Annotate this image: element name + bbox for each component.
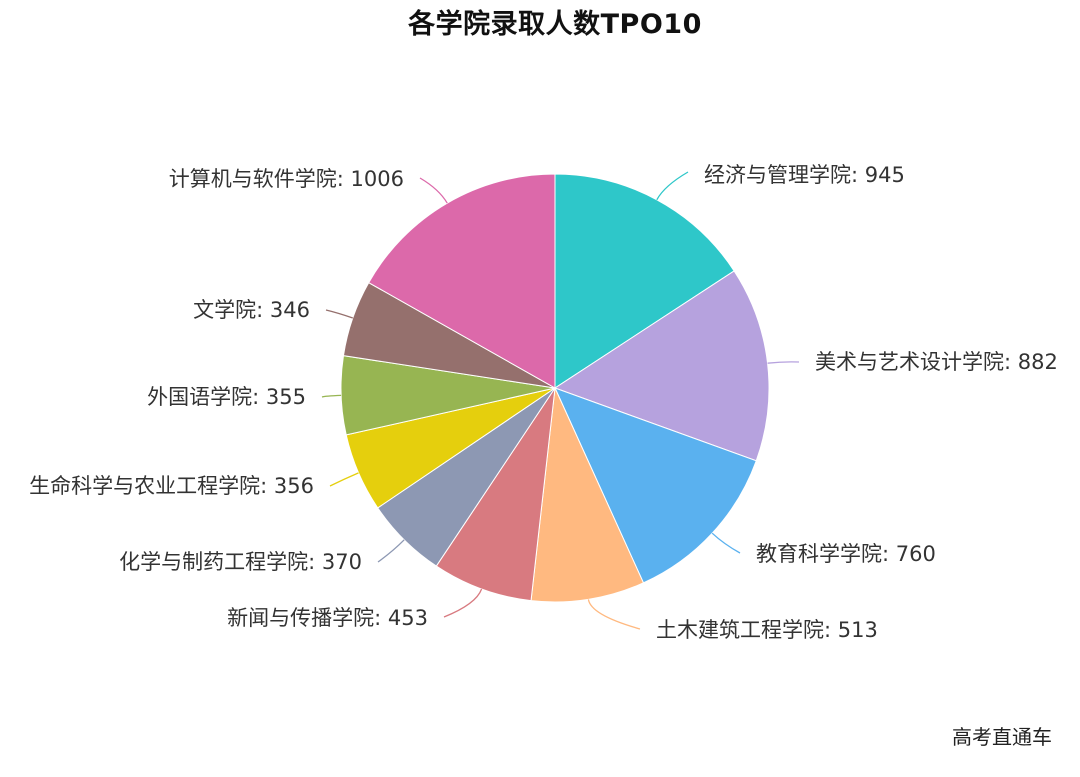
- label-leader-lines: [321, 171, 800, 630]
- slice-label: 计算机与软件学院: 1006: [169, 167, 404, 191]
- pie-slice: [530, 386, 645, 603]
- slice-label: 经济与管理学院: 945: [704, 163, 905, 187]
- slice-label: 土木建筑工程学院: 513: [656, 618, 878, 642]
- slice-label: 教育科学学院: 760: [756, 542, 936, 566]
- leader-line: [443, 588, 483, 618]
- leader-line: [377, 539, 405, 563]
- leader-line: [711, 532, 741, 554]
- leader-line: [587, 599, 641, 630]
- leader-line: [329, 472, 359, 487]
- leader-line: [325, 309, 354, 319]
- pie-slices: [340, 173, 770, 603]
- leader-line: [419, 177, 448, 204]
- pie-slice: [435, 387, 556, 602]
- slice-label: 生命科学与农业工程学院: 356: [29, 474, 314, 498]
- leader-line: [656, 171, 689, 201]
- slice-label: 化学与制药工程学院: 370: [119, 550, 362, 574]
- leader-line: [321, 394, 342, 398]
- slice-label: 外国语学院: 355: [147, 385, 306, 409]
- watermark-text: 高考直通车: [952, 725, 1052, 749]
- slice-labels: 经济与管理学院: 945 美术与艺术设计学院: 882 教育科学学院: 760 土木建…: [29, 163, 1058, 642]
- chart-title: 各学院录取人数TPO10: [408, 9, 702, 40]
- slice-label: 新闻与传播学院: 453: [227, 606, 428, 630]
- pie-slice: [553, 270, 770, 462]
- leader-line: [767, 361, 800, 364]
- pie-slice: [368, 173, 556, 389]
- pie-slice: [554, 387, 757, 584]
- slice-label: 美术与艺术设计学院: 882: [815, 350, 1058, 374]
- slice-label: 文学院: 346: [193, 298, 310, 322]
